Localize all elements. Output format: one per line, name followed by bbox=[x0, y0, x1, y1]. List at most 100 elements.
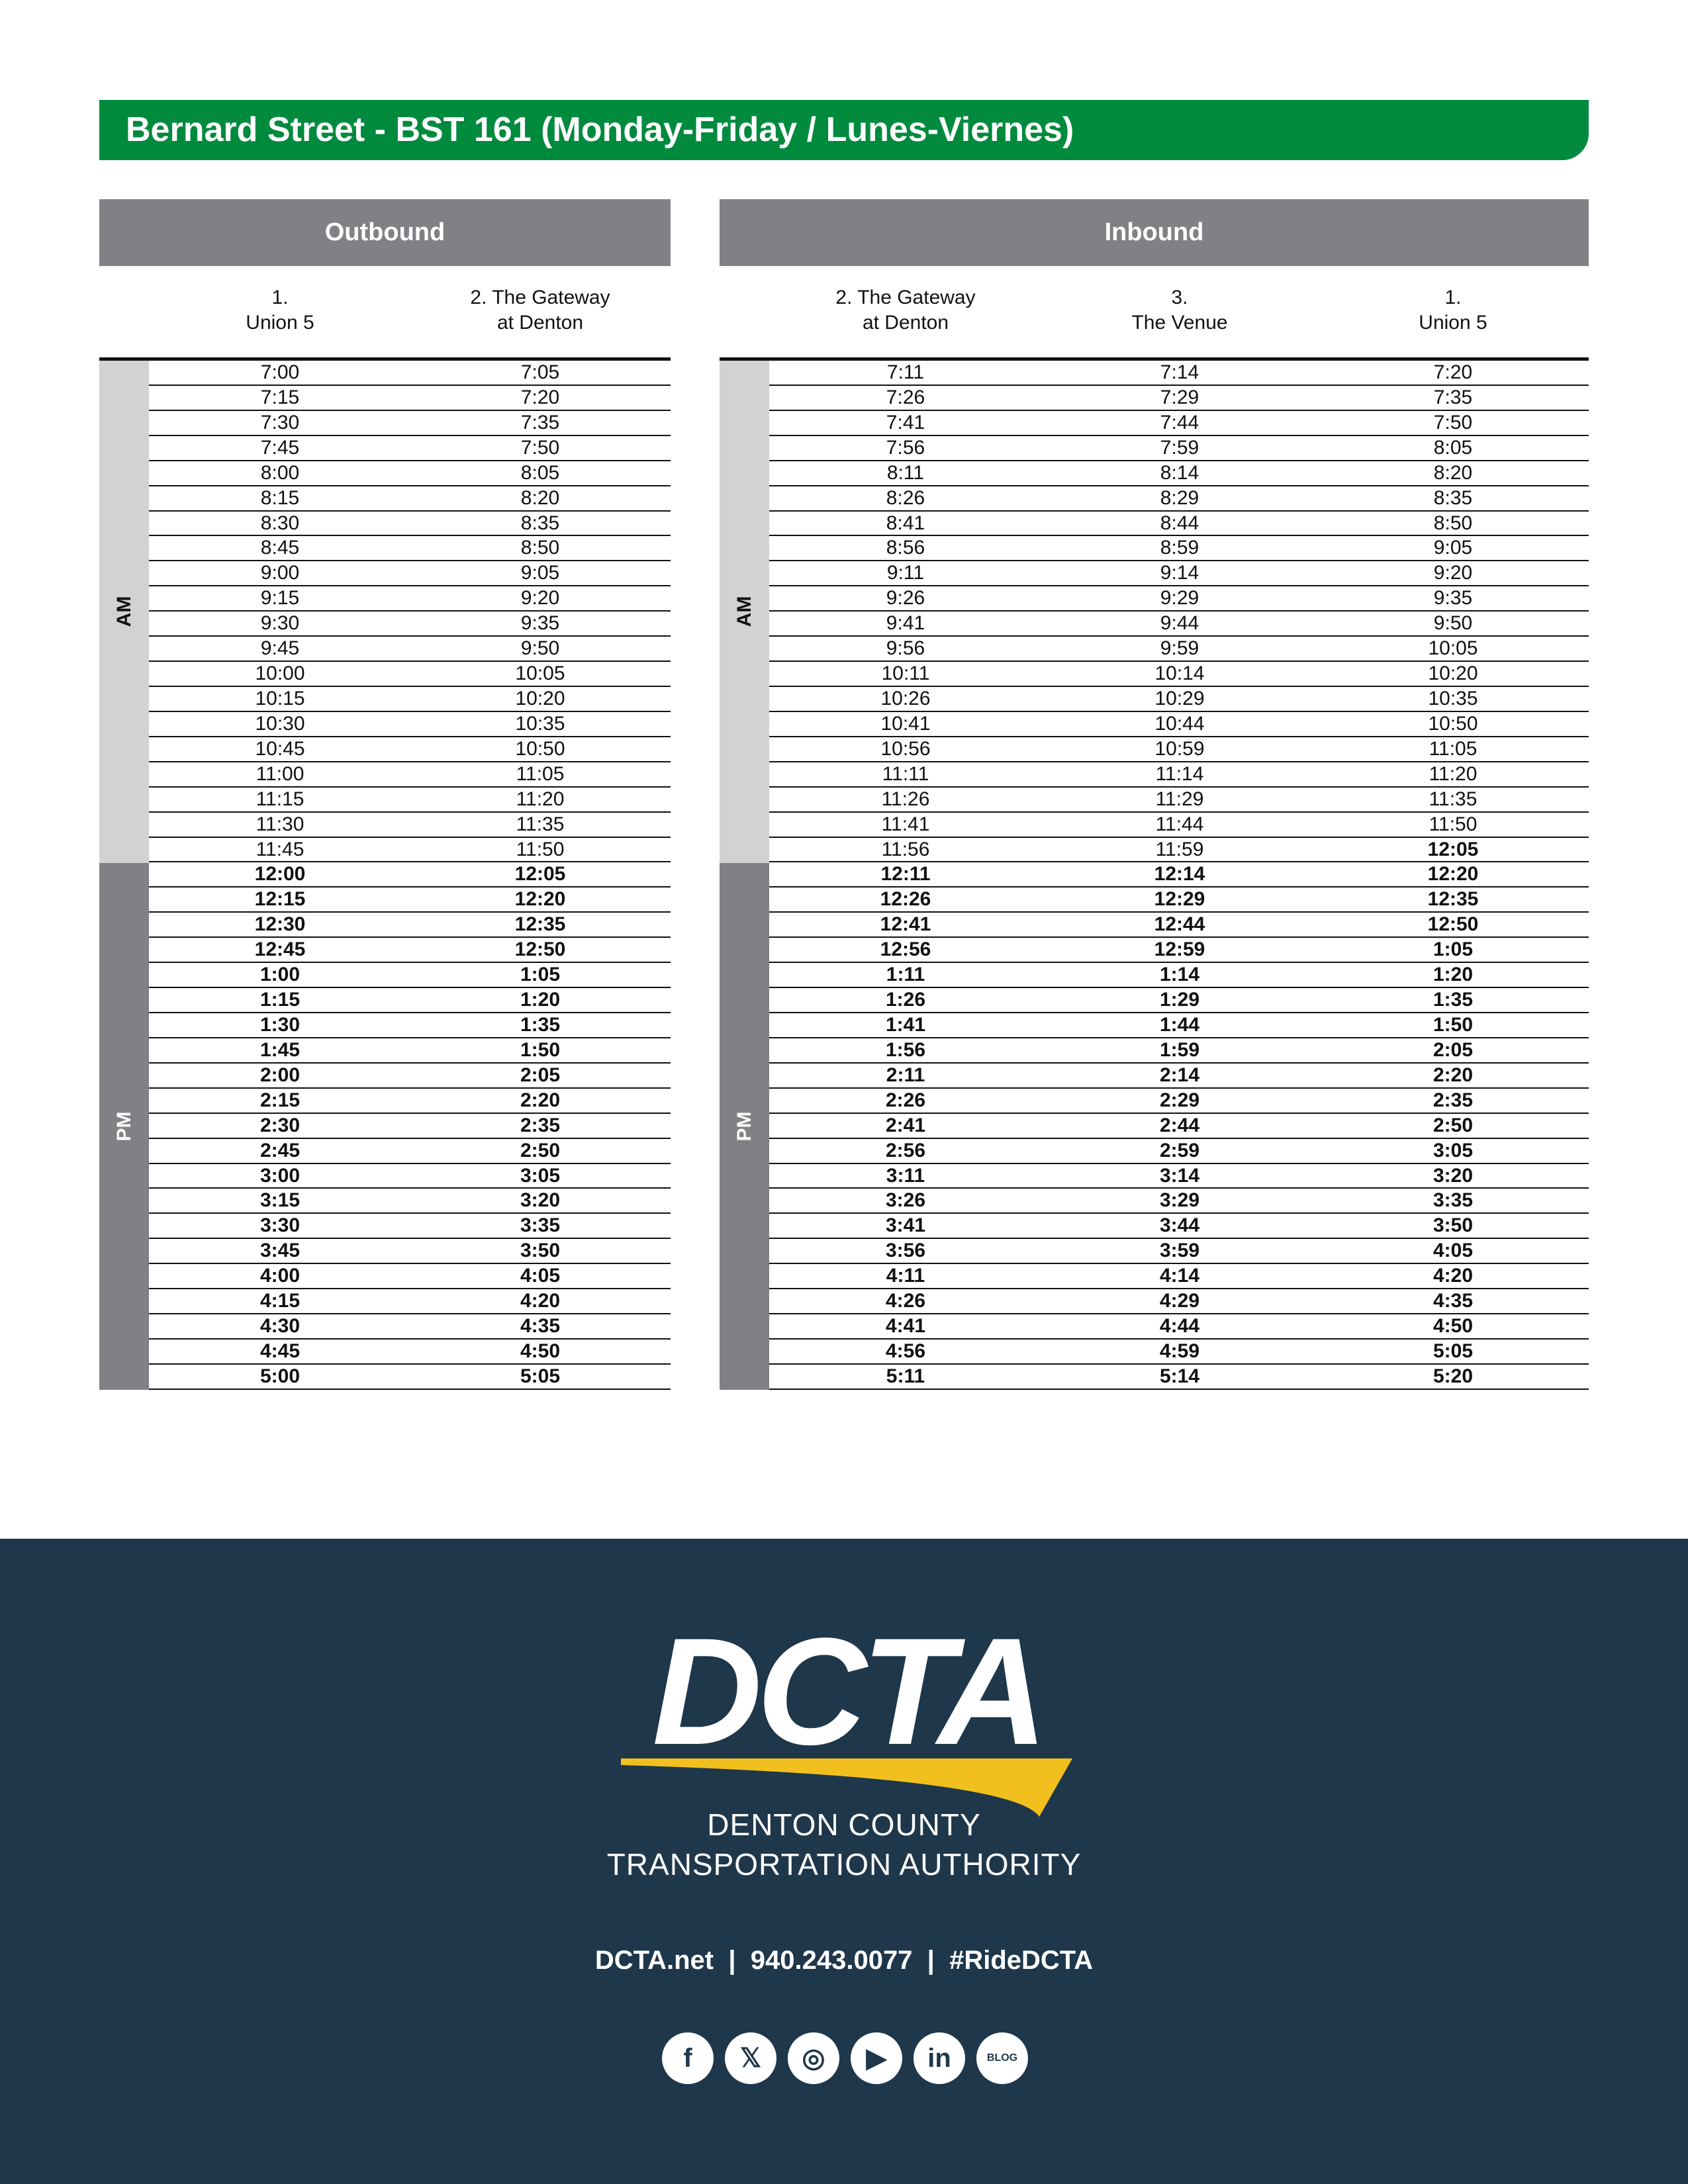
time-cell: 10:50 bbox=[1428, 712, 1478, 735]
table-row: 2:30 2:35 bbox=[149, 1114, 671, 1139]
time-cell: 11:26 bbox=[881, 788, 930, 810]
time-cell: 5:05 bbox=[520, 1365, 561, 1387]
time-cell: 4:05 bbox=[520, 1265, 561, 1287]
table-row: 5:00 5:05 bbox=[149, 1365, 671, 1390]
social-icons: f 𝕏 ◎ ▶ in BLOG bbox=[662, 2032, 1028, 2084]
time-cell: 4:15 bbox=[259, 1290, 301, 1312]
time-cell: 7:50 bbox=[520, 436, 560, 459]
time-cell: 2:00 bbox=[259, 1064, 301, 1086]
table-row: 9:15 9:20 bbox=[149, 586, 671, 612]
footer: DCTA DENTON COUNTY TRANSPORTATION AUTHOR… bbox=[0, 1539, 1688, 2184]
time-cell: 1:41 bbox=[885, 1013, 926, 1036]
time-cell: 10:29 bbox=[1154, 687, 1205, 709]
time-cell: 8:35 bbox=[520, 512, 560, 534]
table-row: 12:15 12:20 bbox=[149, 887, 671, 913]
pm-period-bar: PM bbox=[720, 862, 769, 1390]
time-cell: 11:11 bbox=[882, 762, 929, 785]
time-cell: 2:30 bbox=[259, 1114, 301, 1136]
table-row: 12:41 12:44 12:50 bbox=[769, 913, 1589, 938]
time-cell: 1:14 bbox=[1159, 964, 1200, 986]
table-row: 10:00 10:05 bbox=[149, 662, 671, 687]
time-cell: 1:45 bbox=[259, 1038, 301, 1061]
time-cell: 8:14 bbox=[1160, 461, 1199, 484]
time-cell: 4:30 bbox=[259, 1315, 301, 1338]
time-cell: 4:45 bbox=[259, 1340, 301, 1362]
time-cell: 8:11 bbox=[886, 461, 925, 484]
time-cell: 9:14 bbox=[1160, 562, 1199, 584]
time-cell: 12:15 bbox=[254, 888, 306, 911]
time-cell: 9:35 bbox=[520, 612, 560, 635]
table-row: 12:30 12:35 bbox=[149, 913, 671, 938]
time-cell: 5:00 bbox=[259, 1365, 301, 1387]
time-cell: 7:41 bbox=[886, 411, 925, 433]
time-cell: 9:59 bbox=[1160, 637, 1199, 660]
time-cell: 12:05 bbox=[1427, 838, 1479, 860]
table-row: 3:15 3:20 bbox=[149, 1189, 671, 1214]
time-cell: 8:41 bbox=[886, 512, 925, 534]
time-cell: 9:44 bbox=[1160, 612, 1199, 635]
time-cell: 11:00 bbox=[256, 762, 305, 785]
time-cell: 1:00 bbox=[259, 964, 301, 986]
table-row: 8:11 8:14 8:20 bbox=[769, 461, 1589, 486]
table-row: 7:00 7:05 bbox=[149, 361, 671, 386]
time-cell: 10:59 bbox=[1154, 737, 1205, 760]
time-cell: 2:11 bbox=[886, 1064, 925, 1086]
x-icon[interactable]: 𝕏 bbox=[725, 2032, 776, 2084]
time-cell: 2:14 bbox=[1159, 1064, 1200, 1086]
table-row: 4:41 4:44 4:50 bbox=[769, 1314, 1589, 1340]
table-row: 10:30 10:35 bbox=[149, 712, 671, 737]
table-row: 9:11 9:14 9:20 bbox=[769, 561, 1589, 587]
time-cell: 7:14 bbox=[1160, 361, 1199, 383]
time-cell: 3:26 bbox=[885, 1189, 926, 1212]
time-cell: 9:05 bbox=[1433, 537, 1473, 559]
youtube-icon[interactable]: ▶ bbox=[851, 2032, 902, 2084]
blog-icon[interactable]: BLOG bbox=[976, 2032, 1028, 2084]
time-cell: 11:59 bbox=[1155, 838, 1204, 860]
time-cell: 10:05 bbox=[515, 662, 565, 685]
time-cell: 8:59 bbox=[1160, 537, 1199, 559]
table-row: 10:56 10:59 11:05 bbox=[769, 737, 1589, 762]
table-row: 7:41 7:44 7:50 bbox=[769, 411, 1589, 436]
time-cell: 12:59 bbox=[1154, 938, 1205, 961]
table-row: 4:45 4:50 bbox=[149, 1340, 671, 1365]
time-cell: 9:15 bbox=[260, 587, 300, 610]
linkedin-icon[interactable]: in bbox=[914, 2032, 965, 2084]
time-cell: 4:14 bbox=[1159, 1265, 1200, 1287]
instagram-icon[interactable]: ◎ bbox=[788, 2032, 839, 2084]
time-cell: 2:44 bbox=[1159, 1114, 1200, 1136]
time-cell: 1:59 bbox=[1159, 1038, 1200, 1061]
time-cell: 3:35 bbox=[1432, 1189, 1474, 1212]
time-cell: 1:35 bbox=[1432, 989, 1474, 1011]
table-row: 7:26 7:29 7:35 bbox=[769, 386, 1589, 411]
table-row: 5:11 5:14 5:20 bbox=[769, 1365, 1589, 1390]
time-cell: 4:20 bbox=[520, 1290, 561, 1312]
time-cell: 2:05 bbox=[520, 1064, 561, 1086]
time-cell: 5:11 bbox=[886, 1365, 925, 1387]
time-cell: 2:26 bbox=[885, 1089, 926, 1111]
time-cell: 10:35 bbox=[1428, 687, 1478, 709]
table-row: 2:00 2:05 bbox=[149, 1064, 671, 1089]
time-cell: 7:45 bbox=[260, 436, 300, 459]
table-row: 2:56 2:59 3:05 bbox=[769, 1139, 1589, 1164]
table-row: 7:30 7:35 bbox=[149, 411, 671, 436]
table-row: 2:15 2:20 bbox=[149, 1089, 671, 1114]
time-cell: 11:41 bbox=[881, 813, 930, 835]
time-cell: 3:59 bbox=[1159, 1240, 1200, 1262]
table-row: 9:41 9:44 9:50 bbox=[769, 612, 1589, 637]
table-row: 7:15 7:20 bbox=[149, 386, 671, 411]
time-cell: 9:20 bbox=[520, 587, 560, 610]
table-row: 11:11 11:14 11:20 bbox=[769, 762, 1589, 788]
time-cell: 11:35 bbox=[1429, 788, 1477, 810]
time-cell: 8:50 bbox=[520, 537, 560, 559]
time-cell: 8:26 bbox=[886, 486, 925, 509]
time-cell: 2:35 bbox=[520, 1114, 561, 1136]
facebook-icon[interactable]: f bbox=[662, 2032, 714, 2084]
table-row: 11:30 11:35 bbox=[149, 813, 671, 838]
time-cell: 12:45 bbox=[254, 938, 306, 961]
table-row: 1:30 1:35 bbox=[149, 1013, 671, 1038]
time-cell: 11:45 bbox=[256, 838, 305, 860]
time-cell: 8:05 bbox=[520, 461, 560, 484]
time-cell: 12:11 bbox=[880, 863, 931, 886]
time-cell: 4:11 bbox=[886, 1265, 925, 1287]
table-row: 1:45 1:50 bbox=[149, 1038, 671, 1064]
